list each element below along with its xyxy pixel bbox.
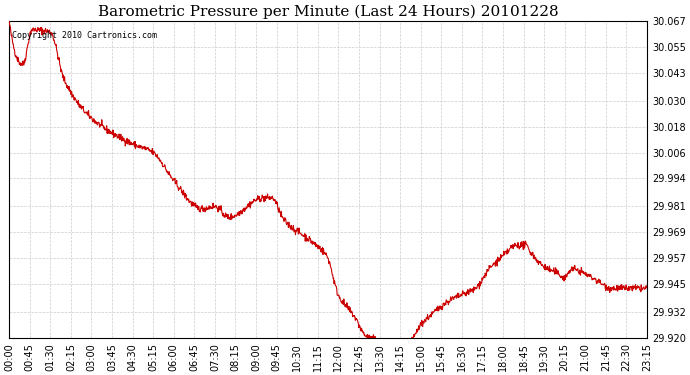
Text: Copyright 2010 Cartronics.com: Copyright 2010 Cartronics.com <box>12 31 157 40</box>
Title: Barometric Pressure per Minute (Last 24 Hours) 20101228: Barometric Pressure per Minute (Last 24 … <box>98 4 558 18</box>
